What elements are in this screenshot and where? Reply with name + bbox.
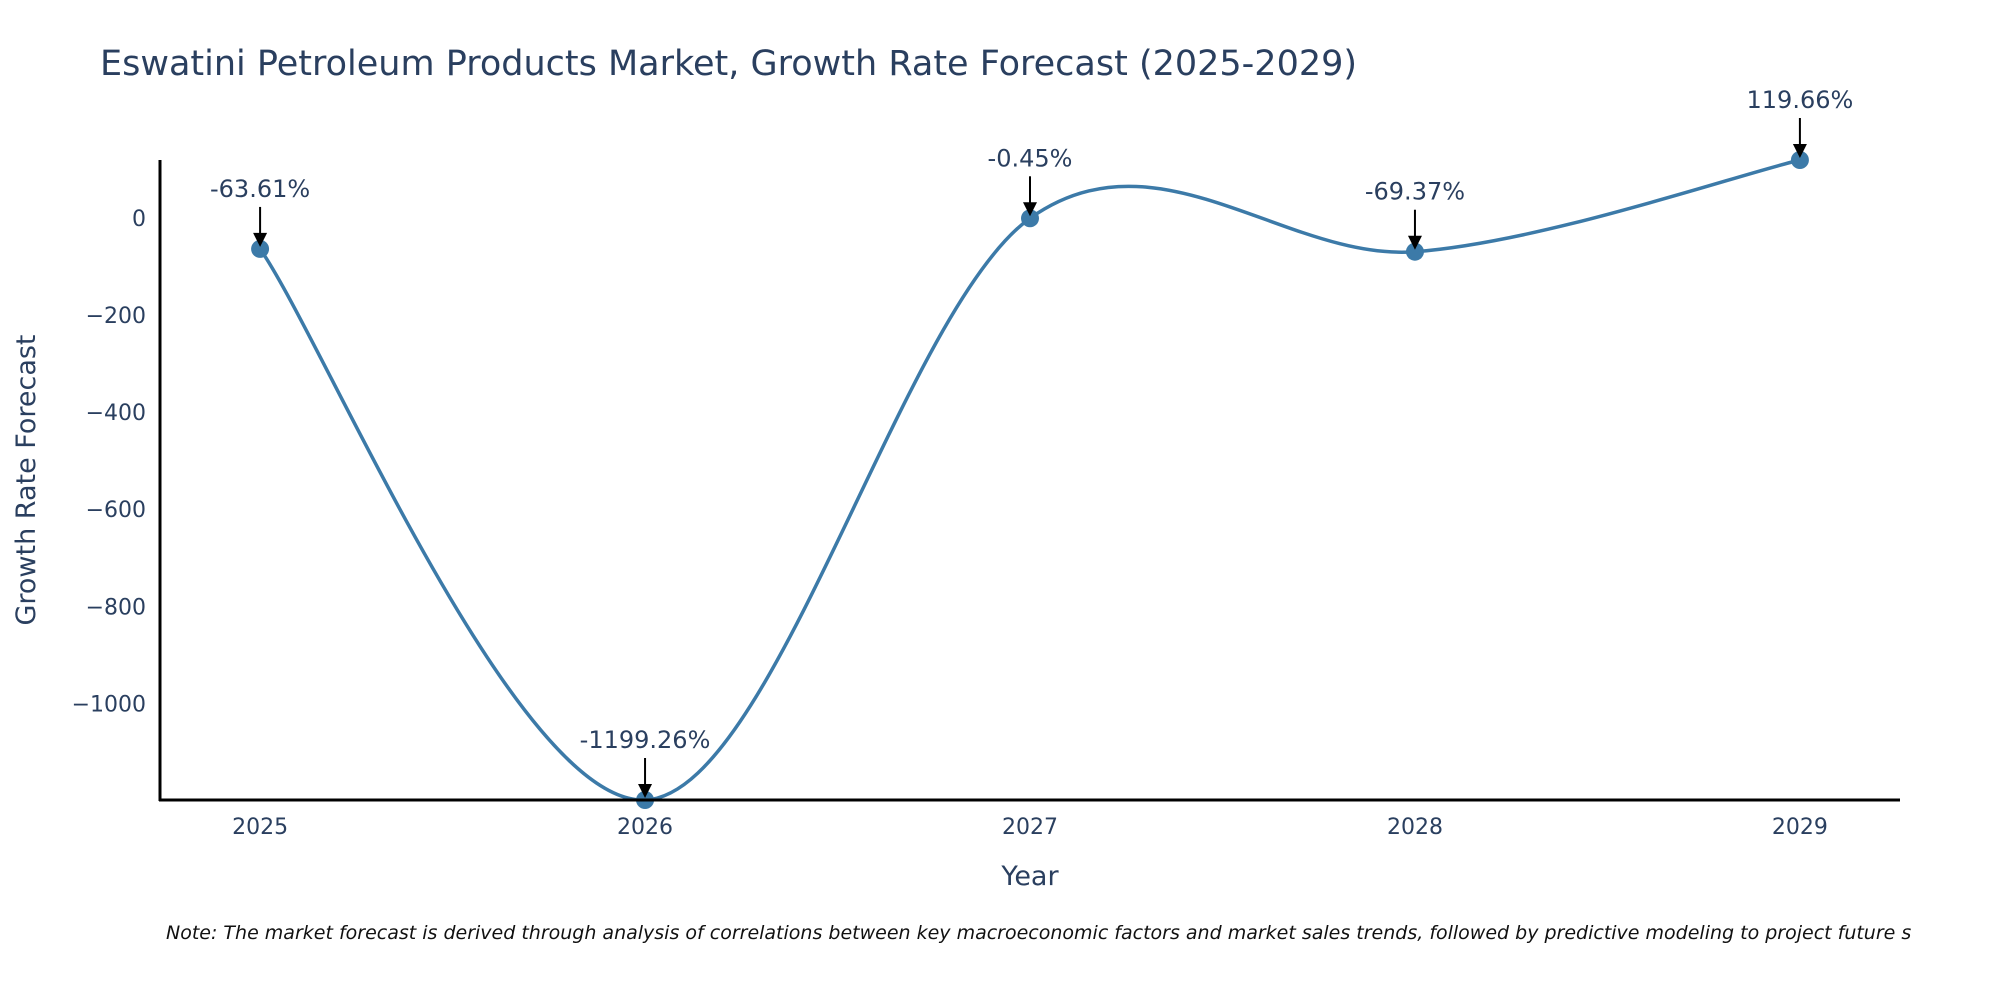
x-axis-title: Year: [1000, 861, 1059, 892]
data-label: -0.45%: [988, 144, 1073, 172]
y-tick-label: −800: [86, 595, 146, 620]
data-point[interactable]: [251, 239, 270, 258]
x-tick-label: 2027: [1002, 815, 1058, 840]
annotation-arrowhead: [1407, 235, 1422, 250]
y-axis-ticks: 0 −200 −400 −600 −800 −1000: [72, 207, 146, 717]
y-tick-label: −400: [86, 401, 146, 426]
data-points: [251, 151, 1809, 809]
x-tick-label: 2025: [232, 815, 288, 840]
annotation-arrowhead: [638, 784, 653, 798]
data-point[interactable]: [1405, 242, 1424, 261]
x-tick-label: 2026: [617, 815, 673, 840]
data-point[interactable]: [1790, 151, 1809, 169]
data-label: -63.61%: [210, 175, 310, 203]
y-tick-label: −1000: [72, 692, 146, 717]
annotation-arrowhead: [253, 232, 268, 247]
x-tick-label: 2029: [1772, 815, 1828, 840]
x-axis-ticks: 2025 2026 2027 2028 2029: [232, 815, 1828, 840]
y-axis-title: Growth Rate Forecast: [11, 334, 42, 625]
data-label: 119.66%: [1747, 86, 1854, 114]
data-label: -69.37%: [1365, 178, 1465, 206]
annotation-arrowhead: [1023, 202, 1037, 217]
x-tick-label: 2028: [1387, 815, 1443, 840]
data-label: -1199.26%: [580, 726, 711, 754]
y-tick-label: 0: [132, 207, 146, 232]
y-tick-label: −600: [86, 498, 146, 523]
data-point[interactable]: [1021, 209, 1039, 228]
data-annotations: -63.61% -1199.26% -0.45% -69.37% 119.66%: [210, 86, 1853, 798]
chart-title: Eswatini Petroleum Products Market, Grow…: [100, 44, 1358, 84]
footnote: Note: The market forecast is derived thr…: [166, 922, 1912, 944]
annotation-arrowhead: [1792, 144, 1807, 158]
series-line: [258, 158, 1801, 802]
y-tick-label: −200: [86, 304, 146, 329]
